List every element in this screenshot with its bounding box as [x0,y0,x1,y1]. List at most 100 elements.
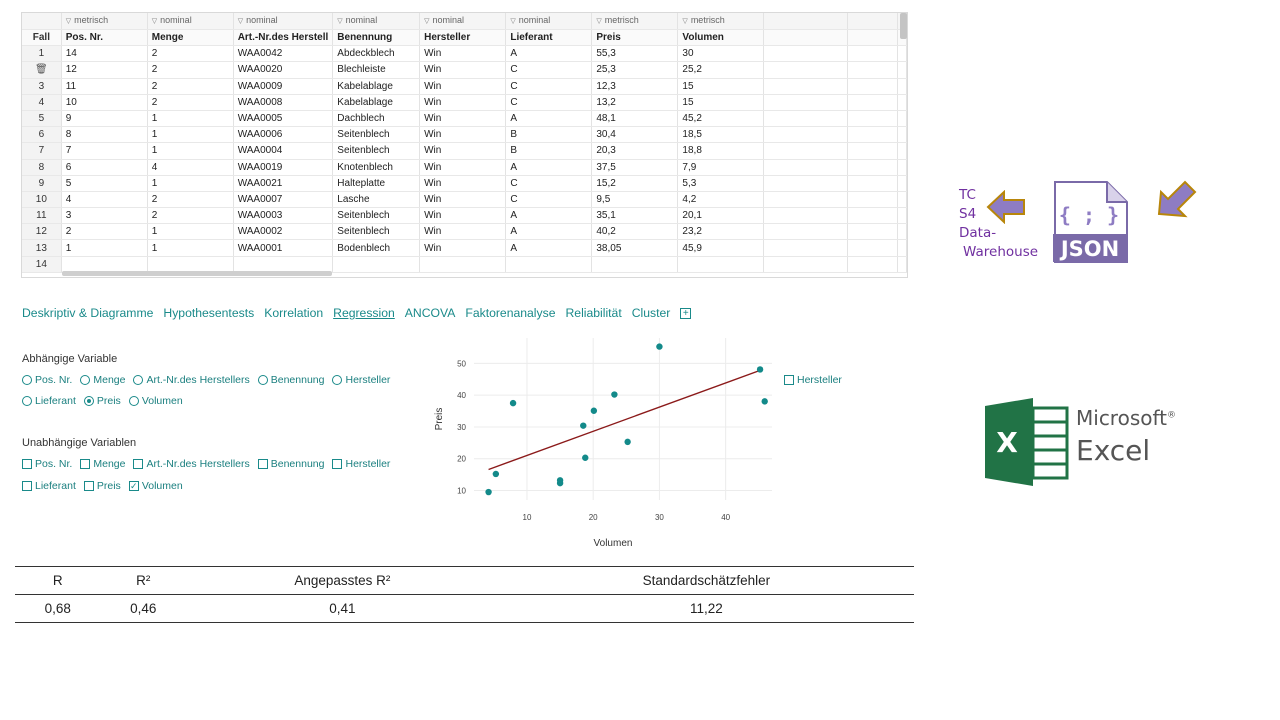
data-grid[interactable]: ▽ metrisch ▽ nominal ▽ nominal ▽ nominal ▽ nomina… [21,12,908,278]
table-cell[interactable] [847,78,898,95]
table-cell[interactable]: 5,3 [677,175,765,192]
filter-triangle-icon[interactable]: ▽ [596,18,602,25]
row-number[interactable]: 6 [22,126,62,144]
table-cell[interactable]: WAA0002 [233,223,334,241]
table-cell[interactable]: WAA0003 [233,207,334,225]
filter-triangle-icon[interactable]: ▽ [510,18,516,25]
table-row[interactable]: 9 5 1 WAA0021 Halteplatte Win C 15,2 5,3 [22,175,907,192]
row-number[interactable]: 13 [22,239,62,257]
table-cell[interactable]: 3 [61,207,148,225]
table-row[interactable]: 11 3 2 WAA0003 Seitenblech Win A 35,1 20,1 [22,207,907,225]
radio-icon[interactable] [80,375,91,385]
table-cell[interactable] [763,94,849,111]
column-header[interactable]: Benennung [332,29,421,47]
table-cell[interactable]: 1 [147,142,234,160]
side-option-hersteller[interactable]: Hersteller [784,374,842,386]
column-type-cell[interactable] [763,13,849,30]
table-cell[interactable] [847,159,898,176]
dep-option-art-nr[interactable]: Art.-Nr.des Herstellers [133,374,250,386]
table-cell[interactable] [763,126,849,144]
tab-reliabilitaet[interactable]: Reliabilität [565,306,622,320]
table-cell[interactable] [763,45,849,63]
table-cell[interactable]: A [505,159,593,176]
ind-option-benennung[interactable]: Benennung [257,458,324,470]
table-cell[interactable]: A [505,239,593,257]
table-cell[interactable]: Lasche [332,191,421,209]
table-cell[interactable]: Win [419,78,507,95]
table-cell[interactable]: Kabelablage [332,94,421,111]
table-cell[interactable]: Win [419,142,507,160]
checkbox-icon[interactable] [257,459,268,469]
filter-triangle-icon[interactable]: ▽ [237,18,244,25]
row-number[interactable]: 4 [22,94,62,111]
table-cell[interactable]: Seitenblech [332,207,421,225]
table-cell[interactable]: 15 [677,78,765,95]
trash-icon[interactable]: 🗑 [35,64,48,76]
table-cell[interactable]: 20,3 [591,142,679,160]
table-cell[interactable]: 7 [61,142,148,160]
table-cell[interactable]: 9 [61,110,148,128]
table-cell[interactable]: 12 [61,61,148,79]
table-cell[interactable]: 4,2 [677,191,765,209]
table-cell[interactable]: 18,8 [677,142,765,160]
table-cell[interactable]: 9,5 [591,191,679,209]
ind-option-menge[interactable]: Menge [80,458,125,470]
table-cell[interactable]: 30 [677,45,765,63]
table-cell[interactable] [847,94,898,111]
column-header[interactable]: Preis [591,29,679,47]
dep-option-hersteller[interactable]: Hersteller [332,374,390,386]
table-cell[interactable]: Dachblech [332,110,421,128]
table-cell[interactable]: 38,05 [591,239,679,257]
table-cell[interactable]: 25,2 [677,61,765,79]
table-cell[interactable]: Abdeckblech [332,45,421,63]
table-cell[interactable]: A [505,45,593,63]
table-cell[interactable]: 4 [61,191,148,209]
table-cell[interactable] [61,256,148,273]
column-header[interactable]: Lieferant [505,29,593,47]
ind-option-hersteller[interactable]: Hersteller [332,458,390,470]
table-cell[interactable]: Bodenblech [332,239,421,257]
column-header[interactable] [763,29,849,47]
table-cell[interactable] [763,223,849,241]
column-header[interactable] [847,29,898,47]
table-cell[interactable]: Halteplatte [332,175,421,192]
dep-option-benennung[interactable]: Benennung [257,374,324,386]
column-type-cell[interactable]: ▽ metrisch [61,13,148,30]
table-cell[interactable]: WAA0042 [233,45,334,63]
table-row[interactable]: 14 [22,256,907,273]
table-cell[interactable]: Win [419,159,507,176]
table-cell[interactable]: B [505,142,593,160]
table-cell[interactable]: 6 [61,159,148,176]
table-row[interactable]: 6 8 1 WAA0006 Seitenblech Win B 30,4 18,5 [22,126,907,144]
checkbox-icon[interactable] [784,375,794,385]
column-type-cell[interactable]: ▽ nominal [505,13,593,30]
radio-icon[interactable] [128,396,139,406]
table-cell[interactable]: Win [419,239,507,257]
ind-option-lieferant[interactable]: Lieferant [22,480,76,492]
table-cell[interactable]: 2 [61,223,148,241]
table-row[interactable]: 3 11 2 WAA0009 Kabelablage Win C 12,3 15 [22,78,907,95]
table-cell[interactable] [505,256,593,273]
tab-ancova[interactable]: ANCOVA [404,306,456,320]
table-row[interactable]: 1 14 2 WAA0042 Abdeckblech Win A 55,3 30 [22,45,907,63]
checkbox-icon[interactable] [83,481,94,491]
table-cell[interactable]: Win [419,126,507,144]
row-number[interactable]: 5 [22,110,62,128]
table-cell[interactable]: Seitenblech [332,126,421,144]
table-cell[interactable]: Kabelablage [332,78,421,95]
table-cell[interactable]: 2 [147,45,234,63]
table-cell[interactable]: 2 [147,61,234,79]
table-cell[interactable]: 2 [147,78,234,95]
row-delete-cell[interactable]: 🗑 [22,61,62,79]
column-header[interactable]: Hersteller [419,29,507,47]
column-type-cell[interactable]: ▽ metrisch [677,13,765,30]
table-cell[interactable]: Seitenblech [332,142,421,160]
table-cell[interactable]: 1 [147,126,234,144]
filter-triangle-icon[interactable]: ▽ [65,18,72,25]
filter-triangle-icon[interactable]: ▽ [424,18,430,25]
add-tab-icon[interactable]: + [680,308,692,319]
table-cell[interactable]: 48,1 [591,110,679,128]
column-type-cell[interactable]: ▽ metrisch [591,13,679,30]
table-cell[interactable]: 25,3 [591,61,679,79]
table-cell[interactable]: WAA0001 [233,239,334,257]
